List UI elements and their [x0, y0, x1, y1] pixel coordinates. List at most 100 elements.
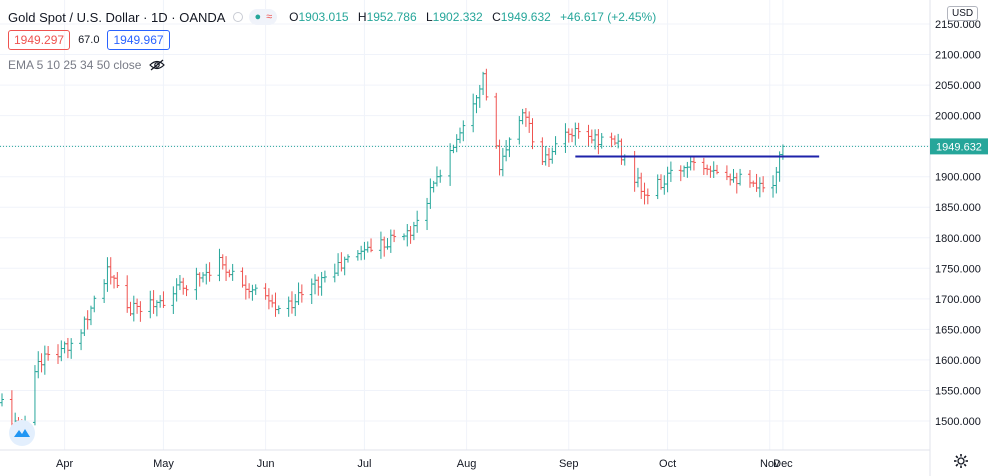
sell-price-button[interactable]: 1949.297 [8, 30, 71, 50]
ohlc-bar [276, 305, 281, 315]
ohlc-bar [566, 128, 571, 143]
ohlc-bar [79, 329, 84, 351]
ohlc-bar [546, 147, 551, 168]
ohlc-bar [392, 229, 397, 243]
ohlc-bar [355, 250, 360, 261]
ohlc-bar [273, 292, 278, 317]
ohlc-bar [88, 305, 93, 326]
ohlc-bar [609, 132, 614, 148]
ohlc-bar [415, 210, 420, 233]
ohlc-bar [586, 124, 591, 147]
high-value: 1952.786 [366, 10, 417, 24]
ohlc-bar [293, 294, 298, 317]
ohlc-bar [563, 123, 568, 153]
ohlc-bar [461, 120, 466, 142]
x-tick-label: Apr [56, 458, 73, 470]
ohlc-bar [705, 164, 710, 176]
ohlc-bar [599, 133, 604, 149]
y-tick-label: 1900.000 [935, 172, 981, 184]
ohlc-bar [385, 238, 390, 250]
ohlc-bar [161, 291, 166, 308]
ohlc-bar [115, 272, 120, 288]
ohlc-bar [345, 254, 350, 263]
ohlc-bar [138, 301, 143, 322]
ohlc-bar [181, 277, 186, 295]
ohlc-bar [724, 165, 729, 181]
ohlc-bar [550, 147, 555, 164]
ohlc-bar [761, 176, 766, 193]
indicator-label: EMA 5 10 25 34 50 close [8, 58, 142, 72]
ohlc-bar [688, 157, 693, 171]
ohlc-bar [313, 274, 318, 295]
ohlc-bar [92, 295, 97, 313]
gear-icon[interactable] [953, 453, 969, 469]
ohlc-bar [316, 276, 321, 296]
ohlc-bar [685, 161, 690, 178]
ohlc-bar [217, 248, 222, 282]
ohlc-bar [645, 188, 650, 205]
ohlc-bar [322, 270, 327, 283]
currency-badge[interactable]: USD [947, 6, 979, 21]
ohlc-bar [527, 111, 532, 133]
ohlc-bar [220, 254, 225, 270]
ohlc-bar [715, 164, 720, 175]
ohlc-bar [369, 238, 374, 253]
ohlc-bar [431, 180, 436, 193]
compare-toggle[interactable]: ● ≈ [249, 9, 278, 25]
ohlc-bar [471, 93, 476, 133]
ohlc-bar [655, 174, 660, 200]
last-price-value: 1949.632 [936, 141, 982, 153]
ohlc-bar [263, 283, 268, 300]
ohlc-bar [500, 148, 505, 177]
ohlc-bar [250, 284, 255, 301]
y-tick-label: 1700.000 [935, 294, 981, 306]
ohlc-bar [438, 169, 443, 183]
ohlc-values: O1903.015 H1952.786 L1902.332 C1949.632 … [289, 10, 662, 24]
ohlc-bar [65, 337, 70, 359]
y-tick-label: 1750.000 [935, 263, 981, 275]
ohlc-bar [148, 290, 153, 319]
eye-off-icon[interactable] [149, 59, 166, 71]
ohlc-bar [112, 274, 117, 289]
ohlc-bar [573, 122, 578, 146]
y-tick-label: 1600.000 [935, 355, 981, 367]
ohlc-bar [108, 257, 113, 285]
market-status-icon [233, 12, 244, 22]
close-label: C [492, 10, 501, 24]
chart-legend: Gold Spot / U.S. Dollar · 1D · OANDA ● ≈… [8, 8, 662, 26]
buy-price-button[interactable]: 1949.967 [107, 30, 170, 50]
ohlc-bar [56, 344, 61, 364]
ohlc-bar [425, 197, 430, 231]
ohlc-bar [454, 134, 459, 153]
ohlc-bar [481, 71, 486, 96]
ohlc-bar [494, 92, 499, 149]
ohlc-bar [757, 177, 762, 198]
x-tick-label: Jun [257, 458, 275, 470]
ohlc-bar [458, 127, 463, 144]
ohlc-bar [540, 137, 545, 166]
quote-panel: 1949.297 67.0 1949.967 [8, 30, 170, 50]
ohlc-bar [477, 84, 482, 108]
ohlc-bar [774, 166, 779, 194]
ohlc-bar [711, 161, 716, 179]
ohlc-bar [62, 341, 67, 354]
spread-value: 67.0 [78, 34, 100, 46]
ohlc-bar [243, 275, 248, 300]
ohlc-bar [296, 282, 301, 306]
ohlc-bar [69, 338, 74, 359]
x-tick-label: Nov [760, 458, 780, 470]
ohlc-bar [131, 295, 136, 322]
ohlc-bar [405, 224, 410, 247]
ohlc-bar [319, 271, 324, 296]
ohlc-bar [151, 290, 156, 314]
last-price-tag [930, 138, 988, 155]
ohlc-bar [665, 166, 670, 193]
ohlc-bar [39, 353, 44, 373]
ohlc-bar [596, 129, 601, 155]
ohlc-bar [194, 267, 199, 300]
ohlc-bar [184, 285, 189, 297]
indicator-legend[interactable]: EMA 5 10 25 34 50 close [8, 58, 166, 72]
low-value: 1902.332 [432, 10, 483, 24]
ohlc-bar [642, 182, 647, 205]
